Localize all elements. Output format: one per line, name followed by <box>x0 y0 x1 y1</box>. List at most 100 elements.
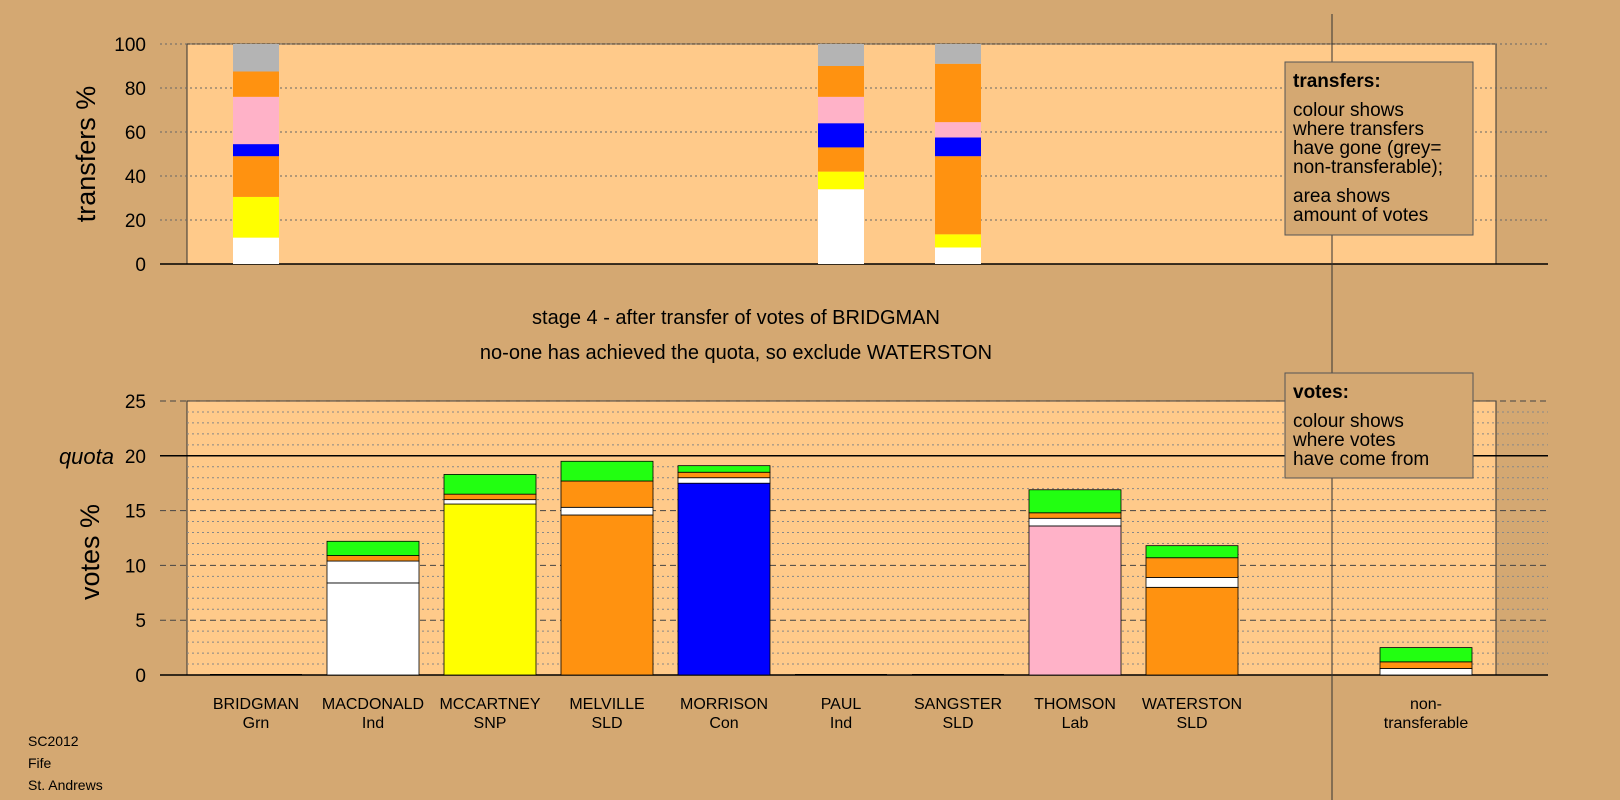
vote-bar-thomson <box>1028 489 1122 676</box>
votes-legend-box <box>1284 372 1474 479</box>
vote-segment <box>326 540 420 556</box>
vote-segment <box>560 514 654 676</box>
transfer-bar-sangster <box>935 44 981 264</box>
y-tick-label: 60 <box>125 123 146 144</box>
transfer-segment <box>935 247 981 264</box>
vote-bar-waterston <box>1145 545 1239 676</box>
transfer-segment <box>935 63 981 123</box>
transfer-segment <box>233 144 279 157</box>
votes-y-axis-label: votes % <box>75 504 105 600</box>
transfers-legend-line: area shows <box>1293 186 1390 207</box>
vote-segment <box>443 493 537 501</box>
transfer-segment <box>935 156 981 235</box>
candidate-party: SLD <box>1176 715 1207 732</box>
vote-bar-mccartney <box>443 474 537 676</box>
y-tick-label: 20 <box>125 211 146 232</box>
transfer-segment <box>935 122 981 138</box>
vote-segment <box>326 555 420 562</box>
nontransferable-label: non-transferable <box>1384 696 1469 732</box>
candidate-name: MORRISON <box>680 696 768 713</box>
candidate-party: Ind <box>830 715 852 732</box>
transfer-segment <box>233 96 279 145</box>
vote-segment <box>1145 586 1239 676</box>
candidate-label-melville: MELVILLE SLD <box>569 696 644 732</box>
vote-segment <box>1028 525 1122 676</box>
transfer-segment <box>818 96 864 124</box>
transfers-legend-title: transfers: <box>1293 71 1381 92</box>
vote-segment <box>1145 577 1239 588</box>
y-tick-label: 0 <box>135 255 146 276</box>
votes-legend-title: votes: <box>1293 382 1349 403</box>
y-tick-label: 25 <box>125 392 146 413</box>
vote-bar-melville <box>560 460 654 676</box>
votes-panel: 0 5 10 15 20 25 quota votes % BRIDGMAN Grn MACD… <box>59 392 1548 732</box>
transfer-segment <box>818 189 864 264</box>
candidate-party: Con <box>709 715 738 732</box>
vote-segment <box>1379 668 1473 676</box>
transfer-segment <box>935 44 981 64</box>
vote-segment <box>443 474 537 495</box>
transfer-segment <box>818 123 864 148</box>
candidate-name: MCCARTNEY <box>439 696 540 713</box>
stage-action-caption: no-one has achieved the quota, so exclud… <box>480 342 992 364</box>
transfer-segment <box>935 137 981 157</box>
candidate-label-morrison: MORRISON Con <box>680 696 768 732</box>
vote-segment <box>443 503 537 676</box>
votes-legend-line: have come from <box>1293 449 1429 470</box>
candidate-name: SANGSTER <box>914 696 1002 713</box>
vote-segment <box>677 482 771 676</box>
vote-segment <box>1028 489 1122 514</box>
stage-caption: stage 4 - after transfer of votes of BRI… <box>532 307 940 329</box>
candidate-label-waterston: WATERSTON SLD <box>1142 696 1242 732</box>
vote-segment <box>912 674 1004 675</box>
transfer-segment <box>233 71 279 97</box>
candidate-label-mccartney: MCCARTNEY SNP <box>439 696 540 732</box>
vote-segment <box>560 460 654 482</box>
votes-legend: votes: colour shows where votes have com… <box>1284 372 1474 479</box>
transfers-y-ticks: 0 20 40 60 80 100 <box>114 35 146 276</box>
candidate-name: MACDONALD <box>322 696 424 713</box>
transfer-segment <box>233 44 279 72</box>
transfers-legend-line: have gone (grey= <box>1293 138 1441 159</box>
footer-council: Fife <box>28 755 52 771</box>
transfers-y-axis-label: transfers % <box>71 86 101 223</box>
transfers-legend-line: where transfers <box>1292 119 1424 140</box>
candidate-name: THOMSON <box>1034 696 1116 713</box>
y-tick-label: 40 <box>125 167 146 188</box>
vote-segment <box>1379 647 1473 663</box>
transfers-panel: 0 20 40 60 80 100 transfers % <box>71 35 1548 276</box>
vote-segment <box>1379 661 1473 669</box>
candidate-label-thomson: THOMSON Lab <box>1034 696 1116 732</box>
transfers-legend-line: non-transferable); <box>1293 157 1443 178</box>
vote-segment <box>1028 517 1122 527</box>
candidate-party: Ind <box>362 715 384 732</box>
footer-election: SC2012 <box>28 733 79 749</box>
transfer-segment <box>233 196 279 238</box>
vote-bar-non-transferable <box>1379 647 1473 676</box>
candidate-name: WATERSTON <box>1142 696 1242 713</box>
votes-bars <box>210 460 1473 676</box>
y-tick-label: 10 <box>125 556 146 577</box>
candidate-name: MELVILLE <box>569 696 644 713</box>
votes-legend-line: where votes <box>1292 430 1395 451</box>
vote-segment <box>443 499 537 505</box>
candidate-party: SLD <box>591 715 622 732</box>
transfer-segment <box>818 171 864 190</box>
candidate-label-bridgman: BRIDGMAN Grn <box>213 696 299 732</box>
y-tick-label: 20 <box>125 447 146 468</box>
transfer-segment <box>233 237 279 264</box>
transfer-bar-paul <box>818 44 864 264</box>
transfers-bars <box>233 44 981 264</box>
candidate-party: SLD <box>942 715 973 732</box>
candidate-label-macdonald: MACDONALD Ind <box>322 696 424 732</box>
votes-y-ticks: 0 5 10 15 20 25 <box>125 392 146 687</box>
votes-legend-line: colour shows <box>1293 411 1404 432</box>
transfer-segment <box>233 156 279 197</box>
vote-bar-bridgman <box>210 674 302 675</box>
vote-segment <box>677 477 771 484</box>
vote-segment <box>1028 512 1122 519</box>
vote-segment <box>677 465 771 473</box>
vote-segment <box>677 471 771 479</box>
y-tick-label: 0 <box>135 666 146 687</box>
